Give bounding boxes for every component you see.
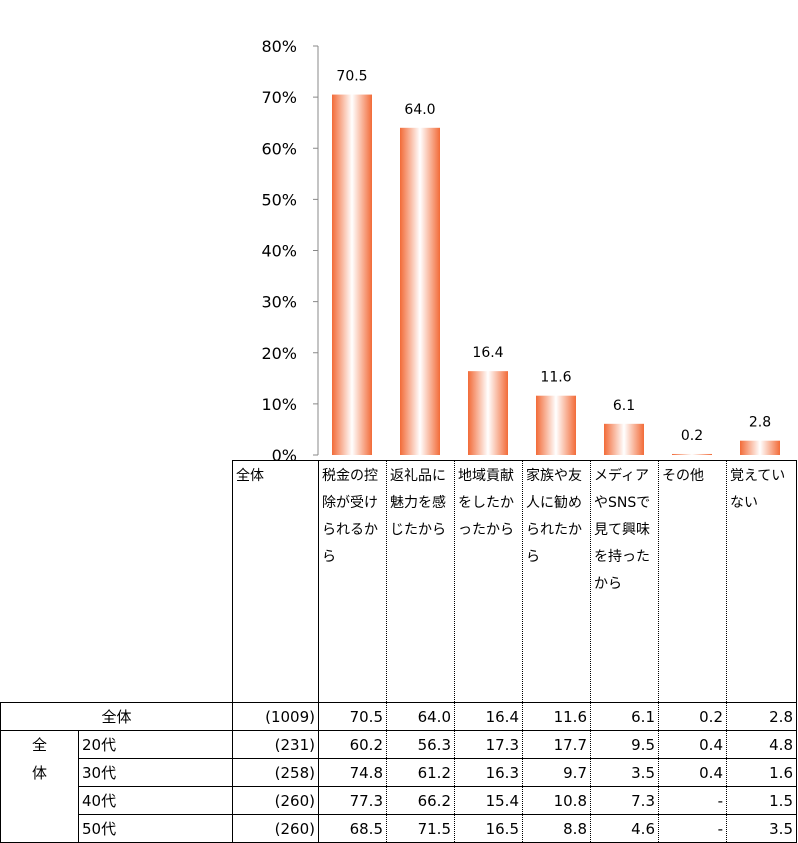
group-label: 全体 [0,730,79,843]
cell-value: 7.3 [590,786,659,815]
cell-value: 3.5 [590,758,659,787]
cell-value: - [658,786,727,815]
cell-value: 1.5 [726,786,797,815]
row-label: 30代 [78,758,233,787]
cell-value: 60.2 [318,730,387,759]
table-row: 全体 (1009) 70.5 64.0 16.4 11.6 6.1 0.2 2.… [0,702,797,731]
cell-value: 0.4 [658,730,727,759]
bar-data-label: 6.1 [613,398,635,414]
cell-value: 77.3 [318,786,387,815]
cell-value: 61.2 [386,758,455,787]
cell-value: 11.6 [522,702,591,731]
cell-value: 8.8 [522,814,591,843]
bar-data-label: 2.8 [749,415,771,431]
y-tick-label: 70% [261,88,297,107]
cell-value: 16.5 [454,814,523,843]
cell-value: 71.5 [386,814,455,843]
cell-value: 56.3 [386,730,455,759]
cell-value: 1.6 [726,758,797,787]
header-category: 返礼品に魅力を感じたから [386,460,455,703]
cell-value: 68.5 [318,814,387,843]
bar [604,423,644,455]
y-tick-label: 30% [261,293,297,312]
cell-value: 2.8 [726,702,797,731]
cell-value: 0.4 [658,758,727,787]
bar-data-label: 11.6 [540,370,571,386]
y-tick-label: 50% [261,190,297,209]
header-category: 覚えていない [726,460,797,703]
row-n: (260) [232,814,319,843]
bars: 70.5 64.0 16.4 11.6 6.1 0.2 2.8 [332,69,780,456]
bar [740,440,780,455]
table-row: 全体 20代 (231) 60.2 56.3 17.3 17.7 9.5 0.4… [0,730,797,843]
row-n: (258) [232,758,319,787]
row-label: 50代 [78,814,233,843]
cell-value: 3.5 [726,814,797,843]
y-tick-label: 60% [261,139,297,158]
y-axis-ticks: 0% 10% 20% 30% 40% 50% 60% 70% 80% [261,37,318,462]
cell-value: 0.2 [658,702,727,731]
row-n: (231) [232,730,319,759]
cell-value: 17.7 [522,730,591,759]
cell-value: 4.6 [590,814,659,843]
row-label: 20代 [78,730,233,759]
header-category: メディアやSNSで見て興味を持ったから [590,460,659,703]
header-total: 全体 [232,460,319,703]
header-category: 税金の控除が受けられるから [318,460,387,703]
cell-value: 16.3 [454,758,523,787]
table-row: 40代 (260) 77.3 66.2 15.4 10.8 7.3 - 1.5 [1,786,797,815]
cell-value: 66.2 [386,786,455,815]
cell-value: 9.5 [590,730,659,759]
table-header-row: 全体 税金の控除が受けられるから 返礼品に魅力を感じたから 地域貢献をしたかった… [1,460,797,703]
cell-value: 9.7 [522,758,591,787]
cell-value: 16.4 [454,702,523,731]
bar-data-label: 16.4 [472,345,503,361]
bar-data-label: 0.2 [681,428,703,444]
y-tick-label: 20% [261,344,297,363]
data-table: 全体 税金の控除が受けられるから 返礼品に魅力を感じたから 地域貢献をしたかった… [0,460,797,843]
bar [468,371,508,455]
row-n: (260) [232,786,319,815]
y-tick-label: 80% [261,37,297,56]
y-tick-label: 0% [272,446,297,462]
bar-data-label: 64.0 [404,102,435,118]
cell-value: 70.5 [318,702,387,731]
cell-value: 17.3 [454,730,523,759]
cell-value: 64.0 [386,702,455,731]
bar [332,94,372,455]
table-row: 30代 (258) 74.8 61.2 16.3 9.7 3.5 0.4 1.6 [1,758,797,787]
cell-value: 74.8 [318,758,387,787]
bar-chart: 0% 10% 20% 30% 40% 50% 60% 70% 80% 70.5 64.0 16.4 1… [261,37,780,462]
header-category: 地域貢献をしたかったから [454,460,523,703]
bar [672,453,712,455]
header-category: 家族や友人に勧められたから [522,460,591,703]
header-category: その他 [658,460,727,703]
bar-data-label: 70.5 [336,69,367,85]
y-tick-label: 10% [261,395,297,414]
cell-value: - [658,814,727,843]
cell-value: 6.1 [590,702,659,731]
bar [400,127,440,456]
row-label: 40代 [78,786,233,815]
cell-value: 4.8 [726,730,797,759]
row-n: (1009) [232,702,319,731]
cell-value: 15.4 [454,786,523,815]
table-row: 50代 (260) 68.5 71.5 16.5 8.8 4.6 - 3.5 [1,814,797,843]
y-tick-label: 40% [261,242,297,261]
row-label: 全体 [0,702,233,731]
cell-value: 10.8 [522,786,591,815]
bar [536,395,576,455]
